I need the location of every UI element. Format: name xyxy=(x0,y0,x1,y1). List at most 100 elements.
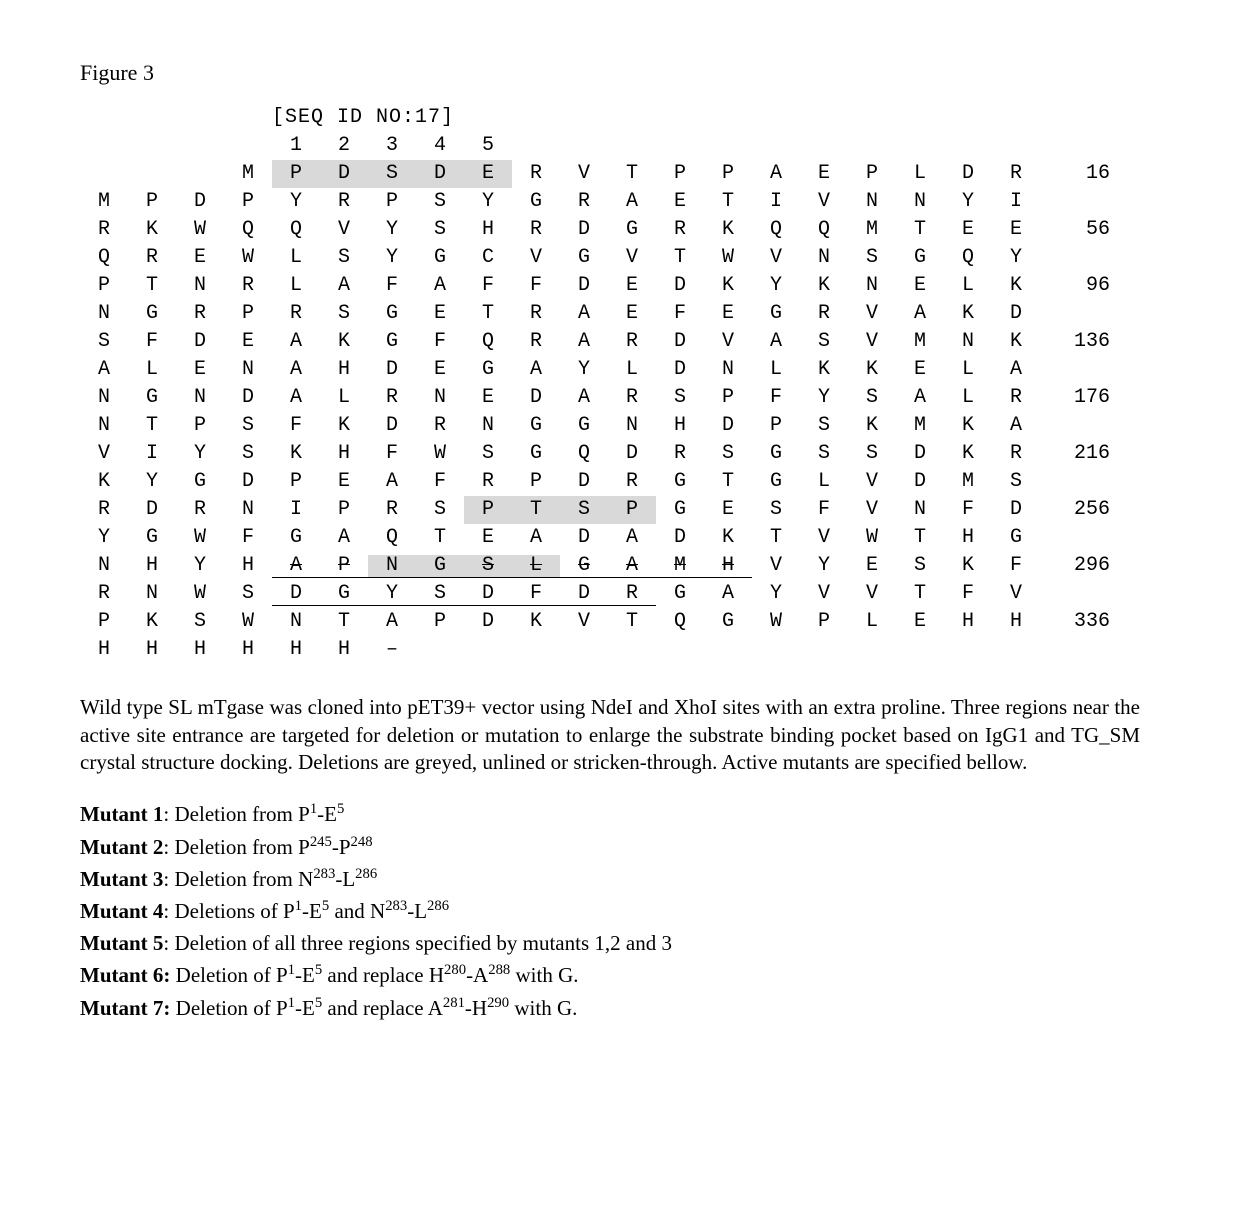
residue-cell: N xyxy=(416,384,464,412)
residue-cell: S xyxy=(656,384,704,412)
residue-cell: K xyxy=(128,216,176,244)
residue-cell: H xyxy=(320,356,368,384)
residue-cell: D xyxy=(560,272,608,300)
residue-cell: G xyxy=(560,412,608,440)
residue-cell: H xyxy=(656,412,704,440)
residue-cell: S xyxy=(224,412,272,440)
residue-cell: L xyxy=(128,356,176,384)
residue-cell: A xyxy=(320,524,368,552)
residue-cell: F xyxy=(224,524,272,552)
residue-cell: G xyxy=(704,608,752,636)
residue-cell: R xyxy=(176,300,224,328)
residue-cell: W xyxy=(176,524,224,552)
residue-cell: S xyxy=(224,580,272,608)
residue-cell: F xyxy=(992,552,1040,580)
residue-cell: A xyxy=(512,356,560,384)
residue-cell: N xyxy=(224,356,272,384)
residue-cell: P xyxy=(704,384,752,412)
residue-cell: P xyxy=(704,160,752,188)
residue-cell: T xyxy=(128,412,176,440)
residue-cell: D xyxy=(320,160,368,188)
residue-cell: E xyxy=(848,552,896,580)
residue-cell: A xyxy=(368,468,416,496)
residue-cell: N xyxy=(608,412,656,440)
residue-cell: N xyxy=(224,496,272,524)
residue-cell: – xyxy=(368,636,416,664)
residue-cell: N xyxy=(176,272,224,300)
residue-cell: E xyxy=(416,356,464,384)
residue-cell: V xyxy=(608,244,656,272)
residue-cell: D xyxy=(368,412,416,440)
sequence-row: QREWLSYGCVGVTWVNSGQY xyxy=(80,244,1170,272)
seq-id-header: [SEQ ID NO:17] xyxy=(272,104,454,132)
sequence-row: NHYHAPNGSLGAMHVYESKF296 xyxy=(80,552,1170,580)
residue-cell: R xyxy=(512,160,560,188)
residue-cell: R xyxy=(608,328,656,356)
residue-cell: K xyxy=(944,552,992,580)
residue-cell: G xyxy=(272,524,320,552)
residue-cell: A xyxy=(272,356,320,384)
residue-cell: N xyxy=(80,412,128,440)
residue-cell: R xyxy=(512,300,560,328)
residue-cell: F xyxy=(512,580,560,608)
residue-cell: W xyxy=(704,244,752,272)
residue-cell: R xyxy=(992,160,1040,188)
residue-cell: A xyxy=(608,188,656,216)
residue-cell: P xyxy=(848,160,896,188)
residue-cell: G xyxy=(368,328,416,356)
residue-cell: E xyxy=(224,328,272,356)
residue-cell: A xyxy=(272,552,320,580)
residue-cell: S xyxy=(800,328,848,356)
residue-cell: I xyxy=(992,188,1040,216)
residue-cell: K xyxy=(704,272,752,300)
index-label: 4 xyxy=(416,132,464,160)
residue-cell: A xyxy=(752,328,800,356)
index-label: 5 xyxy=(464,132,512,160)
row-end-number: 136 xyxy=(1040,328,1110,356)
residue-cell: T xyxy=(704,468,752,496)
residue-cell: E xyxy=(896,608,944,636)
residue-cell: N xyxy=(848,188,896,216)
row-end-number: 256 xyxy=(1040,496,1110,524)
residue-cell: T xyxy=(896,580,944,608)
residue-cell: A xyxy=(896,300,944,328)
residue-cell: D xyxy=(176,328,224,356)
residue-cell: T xyxy=(896,524,944,552)
residue-cell: Y xyxy=(992,244,1040,272)
residue-cell: G xyxy=(656,496,704,524)
row-end-number: 16 xyxy=(1040,160,1110,188)
residue-cell: D xyxy=(224,384,272,412)
residue-cell: G xyxy=(512,188,560,216)
residue-cell: H xyxy=(320,440,368,468)
residue-cell: L xyxy=(848,608,896,636)
row-end-number: 56 xyxy=(1040,216,1110,244)
residue-cell: W xyxy=(848,524,896,552)
residue-cell: A xyxy=(992,412,1040,440)
residue-cell: K xyxy=(272,440,320,468)
residue-cell: F xyxy=(416,468,464,496)
residue-cell: T xyxy=(752,524,800,552)
residue-cell: G xyxy=(128,524,176,552)
residue-cell: S xyxy=(80,328,128,356)
residue-cell: M xyxy=(944,468,992,496)
residue-cell: H xyxy=(464,216,512,244)
sequence-row: MPDPYRPSYGRAETIVNNYI xyxy=(80,188,1170,216)
sequence-row: NTPSFKDRNGGNHDPSKMKA xyxy=(80,412,1170,440)
residue-cell: V xyxy=(320,216,368,244)
residue-cell: W xyxy=(416,440,464,468)
index-label: 1 xyxy=(272,132,320,160)
residue-cell: G xyxy=(368,300,416,328)
index-label: 3 xyxy=(368,132,416,160)
residue-cell: I xyxy=(128,440,176,468)
residue-cell: S xyxy=(992,468,1040,496)
mutant-line: Mutant 1: Deletion from P1-E5 xyxy=(80,799,1170,829)
residue-cell: W xyxy=(224,608,272,636)
residue-cell: N xyxy=(176,384,224,412)
residue-cell: T xyxy=(320,608,368,636)
residue-cell: K xyxy=(320,412,368,440)
residue-cell: A xyxy=(416,272,464,300)
residue-cell: P xyxy=(464,496,512,524)
residue-cell: K xyxy=(800,272,848,300)
residue-cell: A xyxy=(560,328,608,356)
residue-cell: F xyxy=(416,328,464,356)
